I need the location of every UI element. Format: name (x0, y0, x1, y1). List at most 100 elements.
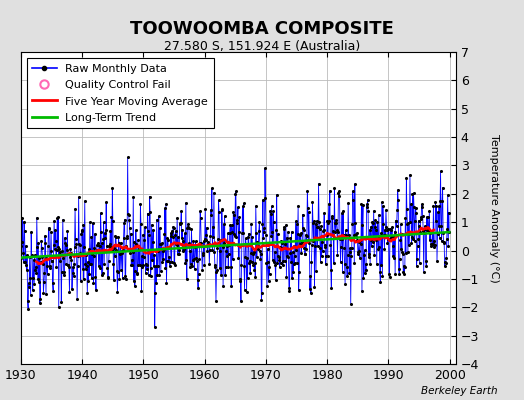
Point (373, 261, 381, 267)
Point (44, 243, 52, 250)
Point (124, 211, 133, 218)
Point (156, 241, 165, 247)
Point (62, 242, 71, 248)
Point (418, 201, 426, 208)
Point (182, 200, 190, 206)
Point (405, 242, 413, 248)
Point (348, 188, 357, 194)
Point (55, 246, 63, 252)
Point (259, 197, 267, 203)
Point (150, 252, 158, 258)
Point (223, 253, 232, 259)
Point (284, 254, 292, 260)
Point (377, 230, 385, 236)
Point (129, 194, 137, 200)
Point (224, 251, 233, 257)
Point (115, 240, 123, 246)
Point (315, 218, 323, 225)
Point (91, 274, 100, 280)
Point (381, 232, 390, 238)
Point (228, 256, 237, 262)
Point (171, 228, 180, 234)
Point (198, 243, 206, 250)
Point (161, 264, 170, 271)
Point (260, 225, 268, 232)
Point (109, 261, 117, 268)
Point (255, 227, 263, 234)
Point (119, 246, 127, 253)
Point (429, 203, 438, 210)
Point (128, 249, 137, 256)
Point (234, 204, 242, 210)
Point (346, 245, 354, 251)
Point (300, 244, 309, 251)
Point (152, 280, 160, 286)
Point (249, 262, 257, 268)
Point (292, 246, 300, 253)
Point (255, 219, 264, 226)
Point (267, 232, 275, 239)
Point (36, 296, 45, 302)
Point (419, 228, 428, 234)
Point (413, 243, 422, 249)
Point (282, 222, 290, 228)
Point (70, 260, 78, 267)
Point (246, 270, 254, 276)
Point (257, 296, 266, 303)
Point (160, 230, 169, 237)
Point (364, 208, 372, 214)
Point (431, 199, 440, 205)
Point (158, 258, 167, 265)
Point (386, 227, 395, 233)
Point (251, 273, 259, 280)
Point (332, 220, 341, 226)
Point (135, 246, 144, 252)
Point (269, 219, 278, 225)
Point (428, 227, 436, 234)
Point (225, 242, 233, 248)
Point (236, 278, 245, 284)
Point (179, 238, 188, 244)
Point (272, 227, 280, 234)
Point (398, 249, 407, 256)
Point (53, 244, 62, 250)
Point (97, 228, 105, 235)
Point (425, 236, 434, 243)
Point (201, 236, 209, 242)
Point (270, 248, 279, 255)
Point (97, 272, 106, 279)
Point (21, 242, 30, 249)
Text: TOOWOOMBA COMPOSITE: TOOWOOMBA COMPOSITE (130, 20, 394, 38)
Point (258, 220, 267, 227)
Point (268, 228, 276, 235)
Point (47, 258, 56, 264)
Point (202, 232, 211, 239)
Point (181, 230, 189, 237)
Point (241, 254, 249, 260)
Point (27, 229, 35, 236)
Point (250, 267, 258, 273)
Point (122, 276, 130, 282)
Point (422, 262, 430, 269)
Point (63, 228, 72, 234)
Point (143, 262, 151, 268)
Point (66, 254, 74, 260)
Point (321, 244, 330, 250)
Point (125, 225, 134, 231)
Point (296, 241, 304, 248)
Point (68, 270, 77, 276)
Point (388, 224, 396, 231)
Point (395, 270, 403, 277)
Point (223, 242, 231, 249)
Point (219, 244, 227, 251)
Point (411, 218, 419, 224)
Point (46, 263, 54, 270)
Point (126, 250, 134, 256)
Point (216, 265, 224, 271)
Point (345, 249, 354, 256)
Point (164, 236, 172, 243)
Point (32, 214, 41, 221)
Point (89, 220, 97, 226)
Point (399, 250, 407, 257)
Point (90, 253, 98, 260)
